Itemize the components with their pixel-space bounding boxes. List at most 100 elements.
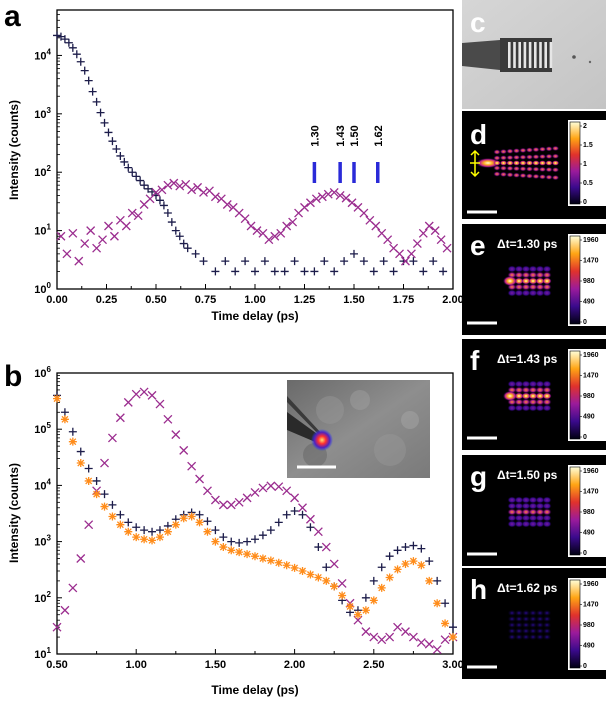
colorbar bbox=[569, 121, 581, 205]
inset-image bbox=[287, 380, 430, 478]
chart-a-point bbox=[68, 43, 77, 52]
chart-a-point bbox=[282, 221, 292, 231]
colorbar-label: 1960 bbox=[583, 237, 599, 244]
chart-a-point bbox=[395, 249, 404, 259]
chart-a-point bbox=[175, 181, 185, 191]
panel-c-image: c bbox=[462, 0, 606, 109]
chart-a-point bbox=[240, 214, 250, 224]
chart-b-point bbox=[441, 599, 450, 608]
colorbar-label: 2 bbox=[583, 123, 587, 130]
chart-b-point bbox=[116, 520, 125, 529]
colorbar-label: 0.5 bbox=[583, 180, 593, 187]
chart-b-point bbox=[346, 602, 355, 611]
chart-a-point bbox=[72, 50, 81, 59]
chart-b-point bbox=[107, 433, 117, 443]
chart-b-point bbox=[219, 543, 228, 552]
chart-a-point bbox=[121, 221, 131, 231]
panel-label-b: b bbox=[4, 360, 22, 393]
chart-a-point bbox=[221, 257, 230, 266]
chart-a-point bbox=[191, 249, 200, 258]
chart-a-point bbox=[124, 163, 133, 172]
chart-a-point bbox=[329, 188, 339, 197]
chart-b: 0.50 1.00 1.50 2.00 2.50 3.001011021031041051… bbox=[7, 365, 464, 697]
colorbar-label: 1.5 bbox=[583, 142, 593, 149]
chart-a-point bbox=[311, 194, 321, 204]
chart-a-point bbox=[92, 243, 102, 253]
chart-b-point bbox=[409, 557, 418, 566]
chart-a-point bbox=[76, 57, 85, 66]
chart-b-point bbox=[385, 632, 395, 642]
panel-g-title: Δt=1.50 ps bbox=[497, 468, 558, 482]
chart-a-point bbox=[300, 202, 309, 212]
chart-a-point bbox=[280, 267, 289, 276]
chart-a-xtick-label: 0.00 bbox=[46, 294, 67, 306]
chart-a-point bbox=[80, 239, 90, 249]
chart-b-point bbox=[401, 559, 410, 568]
chart-b-point bbox=[298, 503, 307, 513]
chart-b-point bbox=[361, 627, 371, 637]
chart-a-point bbox=[183, 244, 192, 253]
chart-b-point bbox=[298, 566, 307, 575]
chart-a-point bbox=[288, 217, 298, 227]
chart-a-point bbox=[96, 108, 105, 117]
chart-a-point bbox=[439, 267, 448, 276]
chart-a-series-0 bbox=[53, 31, 448, 276]
chart-b-point bbox=[361, 606, 370, 615]
chart-b-point bbox=[139, 387, 149, 397]
time-marker-label: 1.62 bbox=[373, 125, 385, 146]
chart-a-ytick-label: 104 bbox=[34, 47, 51, 62]
chart-a-point bbox=[98, 235, 107, 245]
chart-b-point bbox=[250, 487, 260, 497]
chart-a-point bbox=[175, 232, 184, 241]
chart-a-point bbox=[305, 198, 315, 208]
chart-b-point bbox=[147, 390, 157, 400]
chart-a-xtick-label: 2.00 bbox=[442, 294, 463, 306]
chart-a-point bbox=[199, 257, 208, 266]
chart-a-point bbox=[157, 185, 167, 195]
chart-a-xtick-label: 0.50 bbox=[145, 294, 166, 306]
chart-a-point bbox=[341, 193, 351, 203]
chart-b-ylabel: Intensity (counts) bbox=[7, 463, 21, 563]
chart-b-point bbox=[266, 556, 275, 565]
panel-label-e: e bbox=[470, 230, 486, 261]
chart-b-point bbox=[290, 563, 299, 572]
chart-b-ytick-label: 103 bbox=[34, 534, 51, 549]
chart-a-point bbox=[442, 243, 452, 253]
chart-b-point bbox=[187, 512, 196, 521]
chart-a-point bbox=[359, 257, 368, 266]
chart-b-point bbox=[140, 526, 149, 535]
chart-a-point bbox=[62, 249, 72, 259]
chart-a-point bbox=[92, 97, 101, 106]
chart-a-point bbox=[104, 128, 113, 137]
chart-a-xtick-label: 1.00 bbox=[244, 294, 265, 306]
colorbar-label: 1960 bbox=[583, 468, 599, 475]
chart-b-point bbox=[163, 527, 172, 536]
chart-b-point bbox=[60, 605, 70, 615]
chart-b-point bbox=[290, 493, 300, 503]
chart-a-point bbox=[167, 218, 176, 227]
chart-b-point bbox=[235, 548, 244, 557]
chart-a-point bbox=[53, 31, 61, 40]
colorbar-label: 490 bbox=[583, 530, 595, 537]
chart-a-point bbox=[241, 257, 250, 266]
colorbar-label: 980 bbox=[583, 278, 595, 285]
chart-b-point bbox=[425, 576, 434, 585]
chart-a-point bbox=[108, 137, 117, 146]
chart-b-point bbox=[274, 482, 284, 492]
panel-h-image: h Δt=1.62 ps 1960 1470 980 490 0 bbox=[462, 568, 606, 679]
panel-f-image: f Δt=1.43 ps 1960 1470 980 490 0 bbox=[462, 339, 606, 450]
chart-b-point bbox=[369, 596, 378, 605]
chart-b-point bbox=[195, 518, 204, 527]
chart-b-point bbox=[210, 495, 220, 505]
chart-b-point bbox=[393, 565, 402, 574]
chart-b-point bbox=[274, 558, 283, 567]
chart-b-point bbox=[187, 461, 197, 471]
time-marker-label: 1.30 bbox=[309, 125, 321, 146]
chart-b-point bbox=[155, 399, 165, 409]
colorbar-label: 0 bbox=[583, 550, 587, 557]
chart-b-point bbox=[433, 599, 442, 608]
chart-a-point bbox=[300, 267, 309, 276]
chart-a-point bbox=[136, 176, 145, 185]
colorbar-label: 0 bbox=[583, 434, 587, 441]
chart-a-point bbox=[335, 190, 345, 200]
